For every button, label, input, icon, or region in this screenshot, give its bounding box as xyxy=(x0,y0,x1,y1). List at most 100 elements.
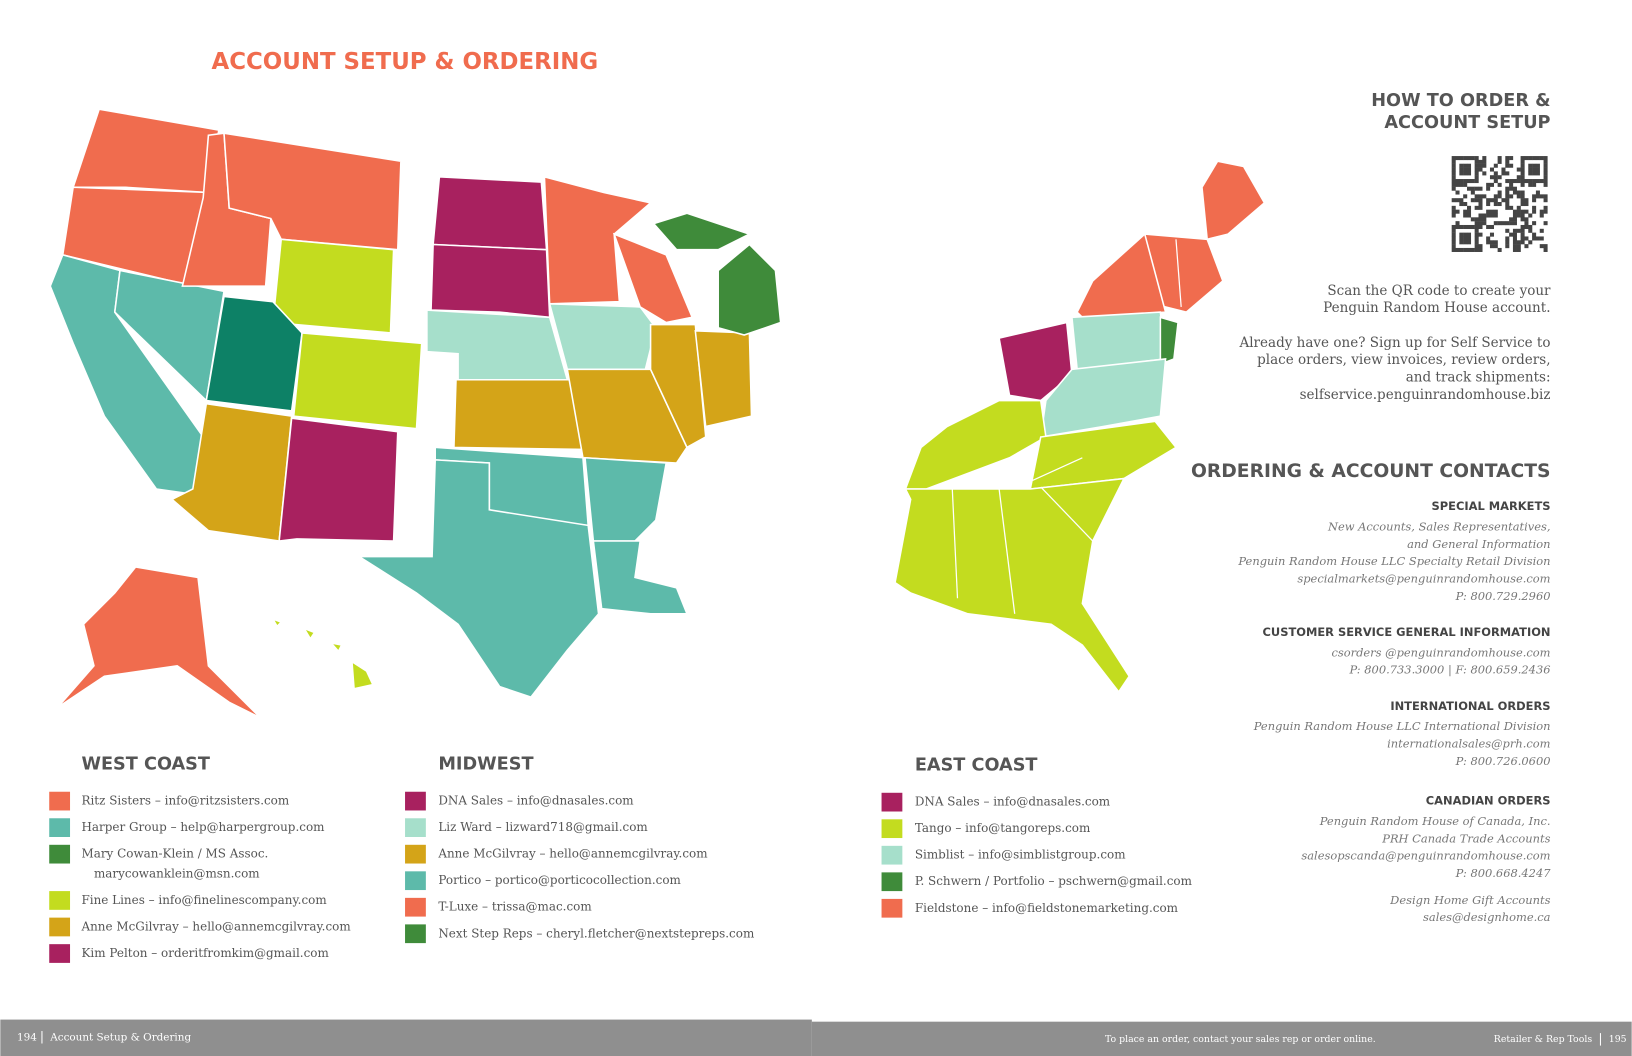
qr-module xyxy=(1474,244,1479,249)
qr-module xyxy=(1520,236,1525,241)
qr-module xyxy=(1501,221,1506,226)
qr-module xyxy=(1482,159,1487,164)
qr-module xyxy=(1539,179,1544,184)
qr-module xyxy=(1478,213,1483,218)
qr-module xyxy=(1451,159,1456,164)
qr-module xyxy=(1505,159,1510,164)
qr-module xyxy=(1512,228,1517,233)
qr-module xyxy=(1451,213,1456,218)
qr-module xyxy=(1486,209,1491,214)
qr-module xyxy=(1486,186,1491,191)
qr-module xyxy=(1466,247,1472,252)
qr-module xyxy=(1543,194,1548,199)
qr-module xyxy=(1451,247,1456,252)
qr-module xyxy=(1520,159,1525,164)
qr-module xyxy=(1482,221,1487,226)
qr-module xyxy=(1497,202,1502,207)
qr-module xyxy=(1482,171,1487,176)
qr-module xyxy=(1512,232,1517,237)
qr-module xyxy=(1455,190,1460,195)
qr-module xyxy=(1520,190,1525,195)
qr-module xyxy=(1466,236,1472,241)
qr-module xyxy=(1489,198,1495,203)
qr-module xyxy=(1539,228,1544,233)
legend-swatch xyxy=(49,891,71,910)
qr-module xyxy=(1459,179,1464,184)
qr-module xyxy=(1486,202,1491,207)
qr-module xyxy=(1528,224,1533,230)
contact-line: Design Home Gift Accounts xyxy=(1389,893,1550,907)
qr-module xyxy=(1543,179,1548,184)
qr-module xyxy=(1463,240,1468,245)
qr-module xyxy=(1486,213,1491,218)
qr-module xyxy=(1474,159,1479,164)
qr-module xyxy=(1466,240,1472,245)
qr-module xyxy=(1528,213,1533,218)
qr-module xyxy=(1474,186,1479,191)
legend-entry: T-Luxe – trissa@mac.com xyxy=(438,900,591,914)
qr-module xyxy=(1478,167,1483,172)
qr-module xyxy=(1478,194,1483,199)
qr-module xyxy=(1466,179,1472,184)
qr-module xyxy=(1493,163,1498,168)
qr-module xyxy=(1516,209,1521,214)
body-text: Penguin Random House account. xyxy=(1323,300,1550,316)
qr-module xyxy=(1512,244,1517,249)
qr-module xyxy=(1528,171,1533,176)
qr-module xyxy=(1478,217,1483,222)
legend-swatch xyxy=(881,845,903,865)
qr-module xyxy=(1493,198,1498,203)
qr-module xyxy=(1459,236,1464,241)
qr-module xyxy=(1478,205,1483,210)
qr-module xyxy=(1539,194,1544,199)
qr-module xyxy=(1474,175,1479,180)
qr-module xyxy=(1470,179,1475,184)
qr-module xyxy=(1459,202,1464,207)
contact-line: P: 800.726.0600 xyxy=(1455,754,1551,768)
qr-module xyxy=(1466,186,1472,191)
qr-module xyxy=(1497,175,1502,180)
qr-module xyxy=(1493,202,1498,207)
qr-module xyxy=(1474,228,1479,233)
qr-module xyxy=(1543,156,1548,161)
legend-entry: marycowanklein@msn.com xyxy=(94,866,260,880)
qr-module xyxy=(1520,198,1525,203)
footer-bar xyxy=(811,1021,1632,1056)
qr-module xyxy=(1535,156,1540,161)
qr-module xyxy=(1486,240,1491,245)
qr-module xyxy=(1459,198,1464,203)
qr-module xyxy=(1512,186,1517,191)
qr-module xyxy=(1543,171,1548,176)
qr-module xyxy=(1535,167,1540,172)
qr-module xyxy=(1516,240,1521,245)
qr-module xyxy=(1466,156,1472,161)
qr-module xyxy=(1532,179,1537,184)
qr-module xyxy=(1516,244,1521,249)
qr-module xyxy=(1474,156,1479,161)
qr-module xyxy=(1459,182,1464,187)
qr-module xyxy=(1455,209,1460,214)
legend-swatch xyxy=(881,872,903,892)
qr-module xyxy=(1524,217,1529,222)
contact-heading: SPECIAL MARKETS xyxy=(1432,499,1551,513)
qr-module xyxy=(1478,221,1483,226)
qr-module xyxy=(1478,232,1483,237)
qr-module xyxy=(1451,182,1456,187)
qr-module xyxy=(1474,240,1479,245)
qr-module xyxy=(1474,247,1479,252)
qr-module xyxy=(1524,224,1529,230)
qr-module xyxy=(1497,194,1502,199)
qr-module xyxy=(1509,221,1514,226)
legend-entry: DNA Sales – info@dnasales.com xyxy=(915,795,1110,809)
qr-module xyxy=(1482,213,1487,218)
qr-module xyxy=(1451,163,1456,168)
qr-module xyxy=(1451,175,1456,180)
legend-swatch xyxy=(405,791,426,811)
qr-module xyxy=(1512,209,1517,214)
qr-module xyxy=(1509,217,1514,222)
qr-module xyxy=(1532,163,1537,168)
legend-entry: Anne McGilvray – hello@annemcgilvray.com xyxy=(437,847,707,861)
qr-module xyxy=(1497,159,1502,164)
qr-module xyxy=(1509,232,1514,237)
qr-module xyxy=(1455,224,1460,230)
